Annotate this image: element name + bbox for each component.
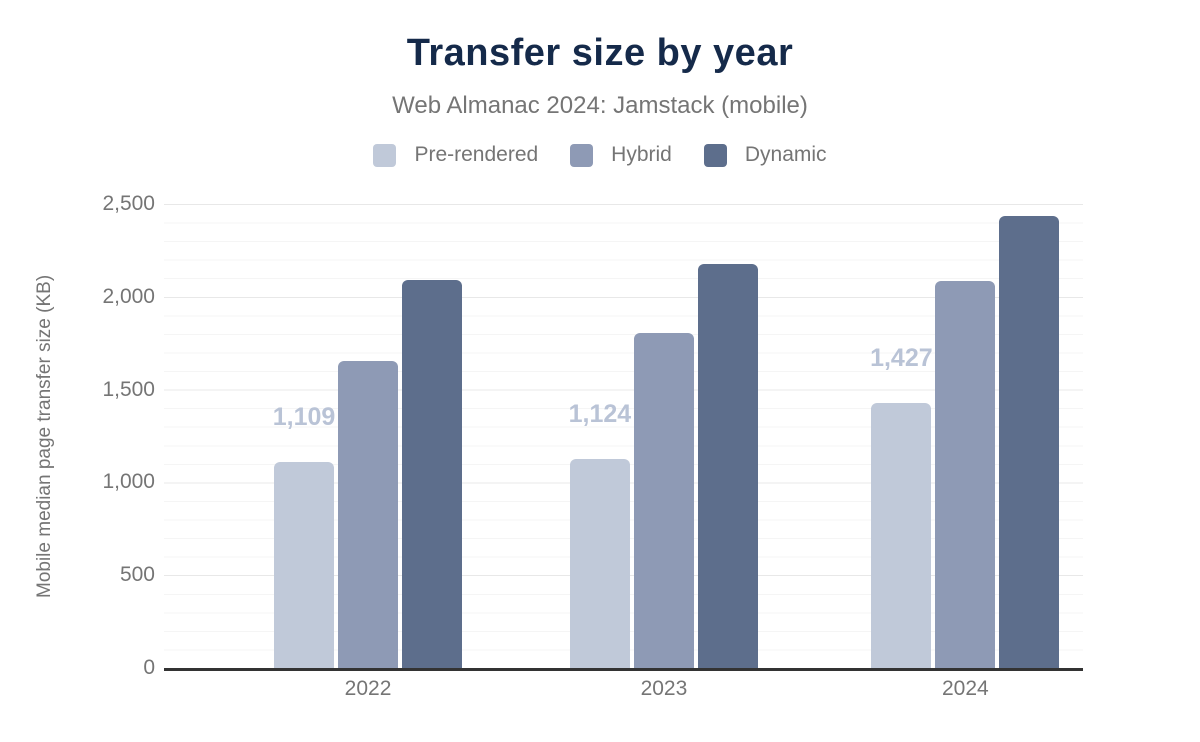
value-label-2023: 1,124	[568, 400, 632, 429]
bar-dynamic-2024	[999, 216, 1060, 668]
x-axis-labels: 2022 2023 2024	[164, 677, 1083, 707]
bar-hybrid-2022	[338, 360, 399, 668]
bar-hybrid-2024	[935, 281, 996, 668]
bar-pre-rendered-2024	[871, 403, 932, 668]
bar-dynamic-2023	[697, 264, 758, 668]
x-axis-label-2024: 2024	[942, 677, 989, 700]
legend-swatch-pre-rendered	[373, 143, 397, 167]
value-label-2024: 1,427	[870, 344, 933, 373]
chart-subtitle: Web Almanac 2024: Jamstack (mobile)	[392, 92, 808, 119]
value-label-2022: 1,109	[272, 403, 336, 432]
legend-item-dynamic: Dynamic	[703, 143, 827, 167]
bar-group-2022: 1,109	[272, 204, 463, 668]
legend-label-hybrid: Hybrid	[611, 143, 672, 166]
bar-hybrid-2023	[633, 333, 694, 668]
bar-pre-rendered-2023	[569, 459, 630, 668]
legend-item-hybrid: Hybrid	[570, 143, 672, 167]
bar-group-2024: 1,427	[870, 204, 1060, 668]
y-tick-label: 500	[119, 563, 155, 587]
bar-dynamic-2022	[402, 280, 463, 668]
legend-item-pre-rendered: Pre-rendered	[373, 143, 538, 167]
plot-area: 1,109 1,124 1,427	[164, 204, 1083, 671]
legend-swatch-hybrid	[570, 143, 594, 167]
x-axis-label-2022: 2022	[344, 677, 392, 700]
y-axis-ticks: 2,500 2,000 1,500 1,000 500 0	[0, 192, 155, 679]
x-axis-label-2023: 2023	[640, 677, 688, 700]
legend-label-pre-rendered: Pre-rendered	[414, 143, 539, 166]
y-tick-label: 2,000	[102, 284, 155, 308]
y-tick-label: 0	[143, 656, 155, 679]
chart-title: Transfer size by year	[406, 32, 794, 74]
legend: Pre-rendered Hybrid Dynamic	[0, 143, 1200, 167]
legend-label-dynamic: Dynamic	[744, 143, 827, 166]
bar-group-2023: 1,124	[568, 204, 758, 668]
bar-pre-rendered-2022	[274, 462, 335, 668]
y-tick-label: 2,500	[102, 192, 155, 215]
legend-swatch-dynamic	[703, 143, 727, 167]
y-tick-label: 1,000	[102, 470, 155, 494]
y-tick-label: 1,500	[102, 377, 155, 401]
